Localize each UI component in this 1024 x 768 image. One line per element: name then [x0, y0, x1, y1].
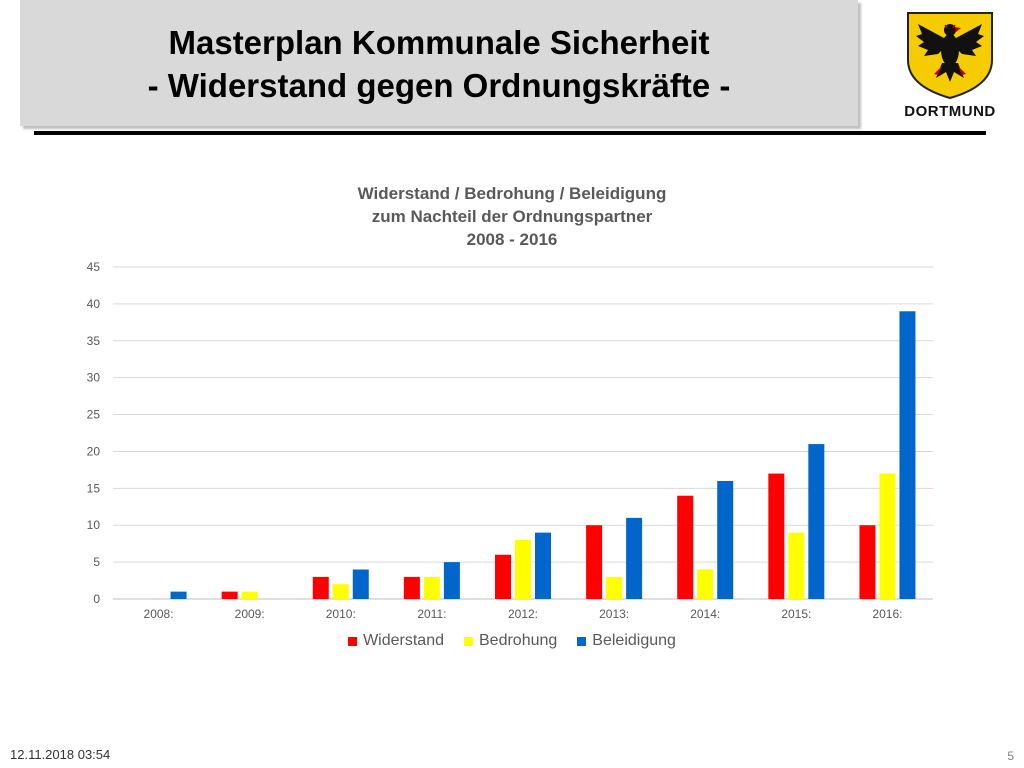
bar: [697, 569, 714, 599]
eagle-crest-icon: [907, 12, 993, 100]
y-tick-label: 20: [87, 444, 101, 458]
legend-swatch-bedrohung: [464, 636, 473, 646]
bar: [808, 444, 825, 599]
x-tick-label: 2008:: [144, 607, 174, 621]
x-tick-label: 2014:: [690, 607, 720, 621]
x-tick-label: 2011:: [417, 607, 446, 621]
bar: [352, 569, 369, 599]
bar: [899, 311, 916, 599]
x-tick-label: 2010:: [326, 607, 356, 621]
legend-label-widerstand: Widerstand: [363, 632, 444, 649]
x-tick-label: 2013:: [599, 607, 629, 621]
x-tick-label: 2016:: [872, 607, 902, 621]
title-rule: [34, 131, 986, 135]
legend-swatch-widerstand: [348, 636, 358, 646]
legend-swatch-beleidigung: [577, 636, 587, 646]
y-tick-label: 15: [87, 481, 101, 495]
bar: [221, 591, 238, 599]
page-number: 5: [1007, 749, 1014, 763]
y-tick-label: 35: [87, 334, 101, 348]
bar: [859, 525, 876, 599]
legend-label-bedrohung: Bedrohung: [479, 632, 558, 649]
bar: [443, 562, 460, 599]
y-tick-label: 10: [87, 518, 101, 532]
dortmund-logo: DORTMUND: [900, 8, 1000, 124]
bar: [535, 532, 551, 599]
y-tick-label: 5: [93, 555, 100, 569]
bar: [586, 525, 603, 599]
logo-text: DORTMUND: [904, 103, 996, 120]
chart-title-line-1: Widerstand / Bedrohung / Beleidigung: [357, 184, 667, 203]
chart-title-line-2: zum Nachteil der Ordnungspartner: [371, 207, 653, 226]
bar: [423, 576, 440, 599]
bar: [768, 473, 785, 599]
bar: [515, 539, 531, 599]
y-tick-label: 45: [87, 260, 101, 274]
chart-legend: Widerstand Bedrohung Beleidigung: [0, 632, 1024, 650]
legend-label-beleidigung: Beleidigung: [592, 632, 676, 649]
legend-item-beleidigung: Beleidigung: [577, 632, 676, 650]
bar: [606, 576, 623, 599]
chart-title-line-3: 2008 - 2016: [466, 230, 558, 249]
y-tick-label: 30: [87, 371, 101, 385]
title-box: Masterplan Kommunale Sicherheit - Widers…: [20, 0, 858, 126]
bar: [879, 473, 896, 599]
x-tick-label: 2015:: [781, 607, 811, 621]
legend-item-bedrohung: Bedrohung: [464, 632, 557, 650]
y-tick-label: 25: [87, 408, 101, 422]
slide-title-line-2: - Widerstand gegen Ordnungskräfte -: [147, 67, 731, 104]
bar: [170, 591, 187, 599]
bar: [241, 591, 258, 599]
y-tick-label: 40: [87, 297, 101, 311]
bar: [626, 517, 643, 599]
slide-title-line-1: Masterplan Kommunale Sicherheit: [168, 24, 710, 61]
bar: [677, 495, 694, 599]
legend-item-widerstand: Widerstand: [348, 632, 444, 650]
footer-date: 12.11.2018 03:54: [10, 747, 111, 762]
bar: [403, 576, 420, 599]
bar: [717, 480, 734, 599]
x-tick-label: 2009:: [235, 607, 265, 621]
bar: [312, 576, 329, 599]
y-tick-label: 0: [93, 592, 100, 606]
bar: [495, 554, 511, 599]
bar: [332, 584, 349, 599]
x-tick-label: 2012:: [508, 607, 538, 621]
bar: [788, 532, 805, 599]
